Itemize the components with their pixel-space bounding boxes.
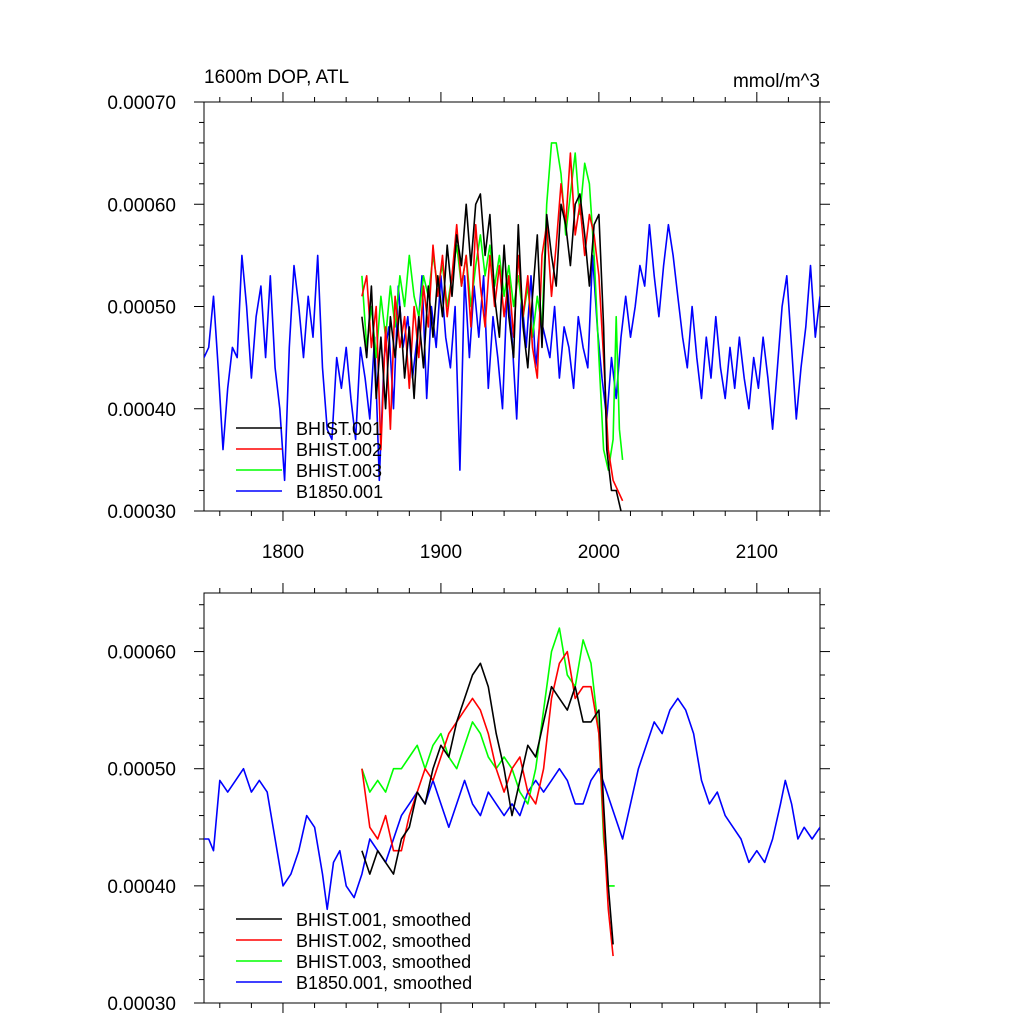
legend-label: BHIST.003 bbox=[296, 461, 382, 481]
series-line-bhist-003 bbox=[361, 627, 615, 887]
x-tick-label: 2000 bbox=[578, 542, 620, 563]
legend-label: BHIST.002 bbox=[296, 440, 382, 460]
plot-frame bbox=[203, 592, 821, 1004]
series-line-bhist-003 bbox=[361, 142, 624, 471]
series-line-bhist-002 bbox=[361, 152, 624, 502]
y-tick-label: 0.00060 bbox=[107, 195, 176, 216]
x-tick-label: 2100 bbox=[736, 542, 778, 563]
panel-top: 1600m DOP, ATL mmol/m^3 0.00030 0.00040 0.… bbox=[107, 67, 830, 563]
y-tick-label: 0.00040 bbox=[107, 877, 176, 898]
y-tick-label: 0.00030 bbox=[107, 994, 176, 1015]
y-tick-label: 0.00040 bbox=[107, 400, 176, 421]
legend-label: BHIST.001, smoothed bbox=[296, 910, 471, 930]
legend-label: BHIST.001 bbox=[296, 419, 382, 439]
chart-title: 1600m DOP, ATL bbox=[204, 67, 349, 88]
legend-label: BHIST.003, smoothed bbox=[296, 952, 471, 972]
y-tick-label: 0.00050 bbox=[107, 760, 176, 781]
legend-label: BHIST.002, smoothed bbox=[296, 931, 471, 951]
x-tick-label: 1800 bbox=[262, 542, 304, 563]
legend-label: B1850.001 bbox=[296, 482, 383, 502]
legend-label: B1850.001, smoothed bbox=[296, 973, 472, 993]
y-tick-label: 0.00060 bbox=[107, 643, 176, 664]
y-tick-label: 0.00070 bbox=[107, 93, 176, 114]
units-label: mmol/m^3 bbox=[733, 71, 820, 92]
series-line-bhist-001 bbox=[361, 193, 622, 511]
x-tick-label: 1900 bbox=[420, 542, 462, 563]
y-tick-label: 0.00030 bbox=[107, 502, 176, 523]
panel-bottom: 0.00030 0.00040 0.00050 0.00060 BHIST.001, s… bbox=[107, 583, 830, 1015]
y-tick-label: 0.00050 bbox=[107, 298, 176, 319]
series-line-b1850-001 bbox=[204, 697, 820, 911]
series-line-bhist-001 bbox=[361, 662, 614, 945]
